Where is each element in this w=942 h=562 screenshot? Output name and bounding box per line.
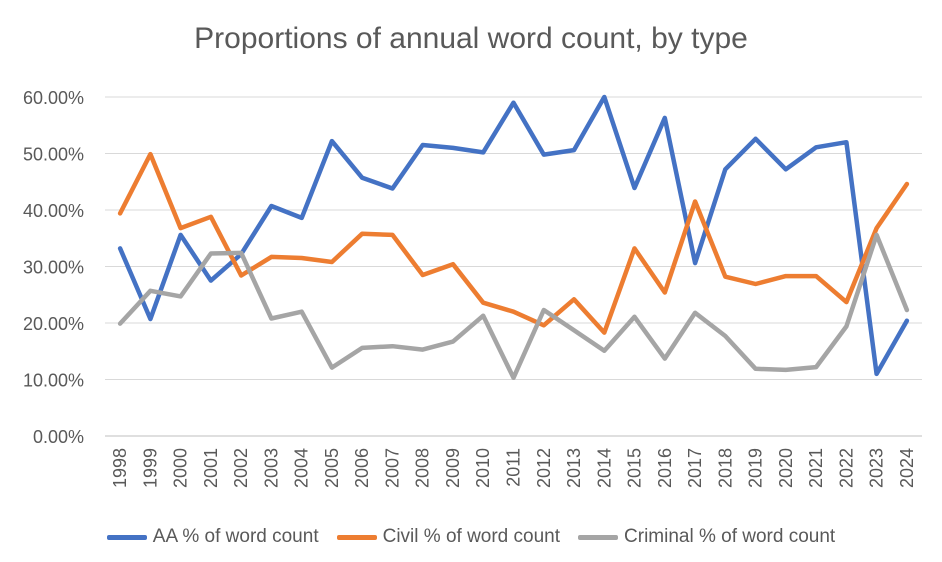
x-tick-label: 2006 (352, 448, 372, 488)
x-tick-label: 2005 (322, 448, 342, 488)
x-tick-label: 2017 (685, 448, 705, 488)
x-tick-label: 2000 (171, 448, 191, 488)
y-tick-label: 40.00% (23, 201, 84, 221)
x-tick-label: 2002 (231, 448, 251, 488)
legend-item: Criminal % of word count (578, 526, 835, 548)
y-tick-label: 30.00% (23, 258, 84, 278)
series-line-aa (117, 94, 910, 377)
legend-swatch (336, 534, 377, 540)
x-tick-label: 2003 (261, 448, 281, 488)
legend-label: AA % of word count (152, 526, 319, 547)
x-tick-label: 2001 (201, 448, 221, 488)
series-line-civil (117, 151, 910, 335)
chart-title: Proportions of annual word count, by typ… (194, 22, 748, 55)
x-tick-label: 2024 (897, 448, 917, 488)
x-tick-label: 2018 (715, 448, 735, 488)
x-tick-label: 1999 (140, 448, 160, 488)
x-tick-label: 2016 (655, 448, 675, 488)
chart-legend: AA % of word count Civil % of word count C… (0, 526, 942, 548)
x-tick-label: 2010 (473, 448, 493, 488)
x-tick-label: 2014 (594, 448, 614, 488)
y-tick-label: 10.00% (23, 371, 84, 391)
x-tick-label: 2015 (625, 448, 645, 488)
y-tick-label: 50.00% (23, 145, 84, 165)
legend-item: Civil % of word count (336, 526, 561, 548)
x-tick-label: 2020 (776, 448, 796, 488)
y-tick-label: 20.00% (23, 314, 84, 334)
x-tick-label: 2013 (564, 448, 584, 488)
legend-label: Civil % of word count (382, 526, 561, 547)
x-tick-label: 2007 (382, 448, 402, 488)
y-tick-label: 0.00% (33, 427, 84, 447)
x-tick-label: 2019 (746, 448, 766, 488)
y-tick-label: 60.00% (23, 88, 84, 108)
x-tick-label: 2009 (443, 448, 463, 488)
x-tick-label: 2004 (292, 448, 312, 488)
x-tick-label: 2022 (836, 448, 856, 488)
x-tick-label: 2021 (806, 448, 826, 488)
x-tick-label: 2012 (534, 448, 554, 488)
legend-swatch (106, 534, 147, 540)
x-tick-label: 2023 (867, 448, 887, 488)
legend-label: Criminal % of word count (624, 526, 836, 547)
x-tick-label: 2011 (504, 448, 524, 487)
x-tick-label: 2008 (413, 448, 433, 488)
legend-item: AA % of word count (106, 526, 319, 548)
legend-swatch (578, 534, 619, 540)
series-line-criminal (117, 232, 910, 381)
x-tick-label: 1998 (110, 448, 130, 488)
